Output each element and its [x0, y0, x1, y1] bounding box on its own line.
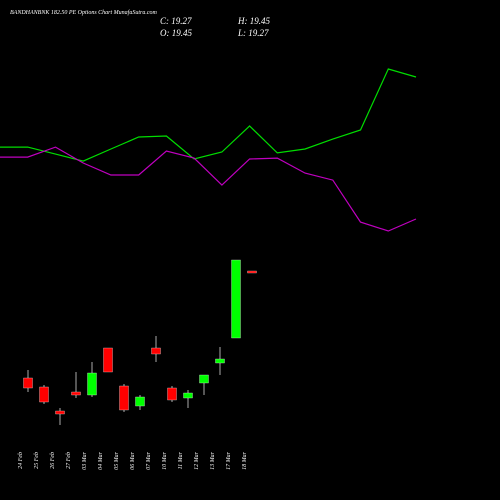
x-tick-label: 05 Mar — [114, 451, 120, 469]
candle-body — [151, 347, 161, 355]
candle-body — [71, 391, 81, 396]
chart-title: BANDHANBNK 182.50 PE Options Chart Munaf… — [10, 9, 158, 16]
candle-body — [183, 392, 193, 399]
open-info: O: 19.45 — [160, 28, 192, 38]
candle-body — [231, 259, 241, 339]
x-tick-label: 12 Mar — [194, 451, 200, 469]
x-tick-label: 10 Mar — [162, 451, 168, 469]
x-tick-label: 27 Feb — [66, 452, 72, 469]
indicator-line — [0, 68, 417, 162]
candle-body — [199, 374, 209, 384]
candle-body — [215, 358, 225, 364]
x-tick-label: 17 Mar — [226, 451, 232, 469]
candle-body — [23, 377, 33, 389]
x-tick-label: 04 Mar — [97, 451, 104, 469]
x-tick-label: 18 Mar — [242, 451, 248, 469]
candle-body — [55, 410, 65, 415]
x-tick-label: 03 Mar — [82, 451, 88, 469]
candle-body — [247, 270, 257, 274]
candle-body — [167, 387, 177, 401]
low-info: L: 19.27 — [237, 28, 269, 38]
candle-body — [119, 385, 129, 411]
close-info: C: 19.27 — [160, 16, 192, 26]
x-tick-label: 06 Mar — [130, 451, 136, 469]
x-tick-label: 11 Mar — [178, 451, 184, 469]
x-tick-label: 26 Feb — [50, 452, 56, 469]
indicator-line — [0, 146, 417, 232]
high-info: H: 19.45 — [237, 16, 270, 26]
x-tick-label: 13 Mar — [210, 451, 216, 469]
x-tick-label: 07 Mar — [146, 451, 152, 469]
x-tick-label: 25 Feb — [34, 452, 40, 469]
candle-body — [135, 396, 145, 407]
candle-body — [39, 386, 49, 403]
x-tick-label: 24 Feb — [17, 452, 24, 469]
candle-body — [103, 347, 113, 373]
candle-body — [87, 372, 97, 396]
